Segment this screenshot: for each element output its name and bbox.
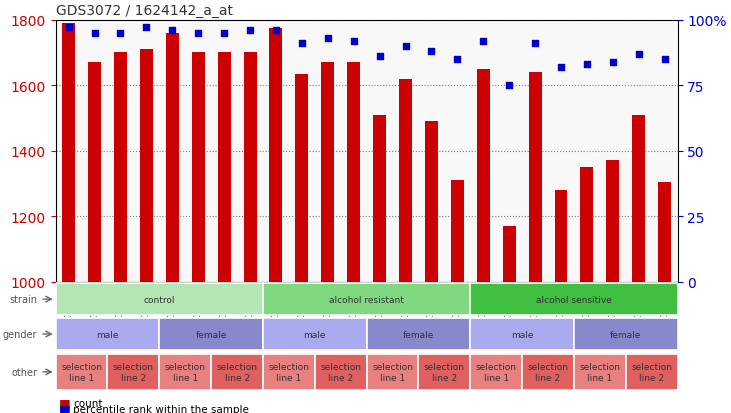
Text: male: male	[96, 330, 118, 339]
Point	[115, 30, 126, 37]
Bar	[243, 53, 257, 282]
Text: selection
line 1: selection line 1	[61, 362, 102, 382]
Text: ■: ■	[58, 396, 70, 409]
Bar	[470, 354, 522, 390]
Bar	[367, 354, 418, 390]
Text: alcohol resistant: alcohol resistant	[329, 295, 404, 304]
Point	[348, 38, 360, 45]
Point	[529, 41, 541, 47]
Point	[244, 28, 256, 34]
Point	[296, 41, 308, 47]
Point	[607, 59, 618, 66]
Text: female: female	[403, 330, 434, 339]
Point	[167, 28, 178, 34]
Bar	[451, 180, 463, 282]
Point	[504, 83, 515, 89]
Bar	[477, 69, 490, 282]
Bar	[347, 63, 360, 282]
Point	[633, 51, 645, 58]
Text: selection
line 1: selection line 1	[476, 362, 517, 382]
Bar	[470, 318, 574, 350]
Point	[88, 30, 100, 37]
Text: selection
line 2: selection line 2	[528, 362, 569, 382]
Text: selection
line 1: selection line 1	[164, 362, 205, 382]
Text: selection
line 1: selection line 1	[268, 362, 309, 382]
Point	[581, 62, 593, 68]
Bar	[56, 318, 159, 350]
Text: selection
line 2: selection line 2	[424, 362, 465, 382]
Text: selection
line 1: selection line 1	[372, 362, 413, 382]
Text: ■: ■	[58, 402, 70, 413]
Text: gender: gender	[2, 329, 37, 339]
Text: strain: strain	[9, 294, 37, 304]
Bar	[367, 318, 470, 350]
Bar	[114, 53, 127, 282]
Bar	[580, 168, 594, 282]
Point	[219, 30, 230, 37]
Bar	[658, 182, 671, 282]
Bar	[56, 354, 107, 390]
Bar	[399, 79, 412, 282]
Bar	[322, 63, 334, 282]
Text: alcohol sensitive: alcohol sensitive	[536, 295, 612, 304]
Bar	[632, 115, 645, 282]
Bar	[192, 53, 205, 282]
Text: male: male	[303, 330, 326, 339]
Text: selection
line 2: selection line 2	[113, 362, 154, 382]
Bar	[263, 354, 315, 390]
Text: selection
line 2: selection line 2	[216, 362, 257, 382]
Text: control: control	[143, 295, 175, 304]
Bar	[470, 284, 678, 315]
Point	[452, 57, 463, 63]
Bar	[574, 354, 626, 390]
Bar	[218, 53, 230, 282]
Point	[140, 25, 152, 32]
Point	[400, 43, 412, 50]
Text: female: female	[195, 330, 227, 339]
Text: GDS3072 / 1624142_a_at: GDS3072 / 1624142_a_at	[56, 4, 232, 18]
Point	[270, 28, 281, 34]
Text: percentile rank within the sample: percentile rank within the sample	[73, 404, 249, 413]
Text: other: other	[11, 367, 37, 377]
Bar	[166, 33, 179, 282]
Bar	[62, 24, 75, 282]
Text: count: count	[73, 398, 102, 408]
Point	[192, 30, 204, 37]
Point	[425, 49, 437, 55]
Bar	[529, 73, 542, 282]
Text: selection
line 2: selection line 2	[631, 362, 673, 382]
Bar	[373, 115, 386, 282]
Bar	[140, 50, 153, 282]
Point	[374, 54, 385, 60]
Bar	[263, 284, 470, 315]
Bar	[315, 354, 367, 390]
Bar	[418, 354, 470, 390]
Bar	[503, 226, 515, 282]
Bar	[555, 190, 567, 282]
Point	[63, 25, 75, 32]
Bar	[606, 161, 619, 282]
Point	[659, 57, 670, 63]
Bar	[574, 318, 678, 350]
Bar	[211, 354, 263, 390]
Bar	[56, 284, 263, 315]
Bar	[626, 354, 678, 390]
Bar	[295, 74, 308, 282]
Text: selection
line 2: selection line 2	[320, 362, 361, 382]
Bar	[522, 354, 574, 390]
Point	[322, 36, 333, 42]
Bar	[270, 28, 282, 282]
Point	[555, 64, 567, 71]
Bar	[159, 354, 211, 390]
Bar	[263, 318, 367, 350]
Bar	[107, 354, 159, 390]
Bar	[88, 63, 101, 282]
Text: selection
line 1: selection line 1	[580, 362, 621, 382]
Bar	[425, 122, 438, 282]
Bar	[159, 318, 263, 350]
Text: female: female	[610, 330, 642, 339]
Text: male: male	[511, 330, 534, 339]
Point	[477, 38, 489, 45]
